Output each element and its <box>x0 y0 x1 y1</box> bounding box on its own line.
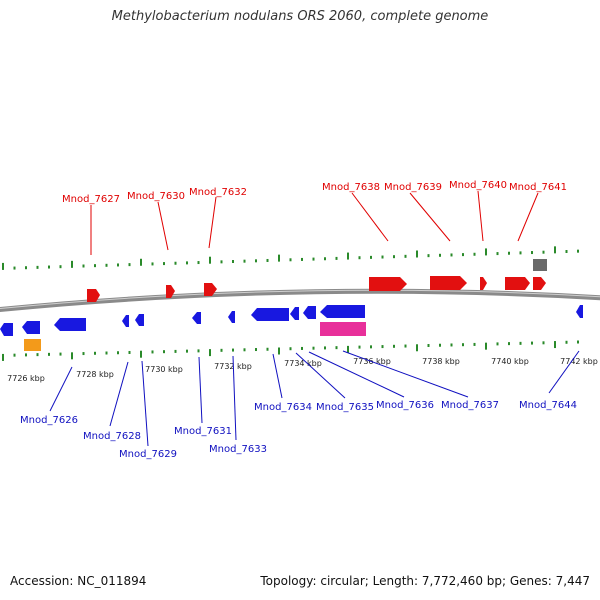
orange-feature[interactable] <box>24 339 41 351</box>
gene-mnod-7629-a[interactable] <box>122 315 129 327</box>
callout-line <box>49 366 73 412</box>
gene-mnod-7630[interactable] <box>166 285 175 298</box>
magenta-feature[interactable] <box>320 322 366 336</box>
callout-line <box>109 361 129 427</box>
gene-mnod-7638[interactable] <box>369 277 407 291</box>
callout-line <box>351 192 389 242</box>
gene-mnod-7644[interactable] <box>576 305 583 318</box>
label-mnod-7640[interactable]: Mnod_7640 <box>449 180 507 191</box>
accession-text: Accession: NC_011894 <box>10 574 147 588</box>
label-mnod-7637[interactable]: Mnod_7637 <box>441 400 499 411</box>
callout-line <box>308 351 405 398</box>
scale-label: 7726 kbp <box>7 374 45 383</box>
forward-label-group: Mnod_7627 Mnod_7630 Mnod_7632 Mnod_7638 … <box>62 180 567 255</box>
gene-mnod-7626-a[interactable] <box>0 323 13 336</box>
label-mnod-7638[interactable]: Mnod_7638 <box>322 182 380 193</box>
callout-line <box>409 192 451 242</box>
label-mnod-7634[interactable]: Mnod_7634 <box>254 402 312 413</box>
gene-mnod-7635[interactable] <box>290 307 299 320</box>
label-mnod-7644[interactable]: Mnod_7644 <box>519 400 577 411</box>
scale-label: 7730 kbp <box>145 365 183 374</box>
callout-line <box>342 350 469 398</box>
scale-label: 7734 kbp <box>284 359 322 368</box>
callout-line <box>548 350 580 394</box>
gene-mnod-7637[interactable] <box>320 305 365 318</box>
label-mnod-7626[interactable]: Mnod_7626 <box>20 415 78 426</box>
label-mnod-7631[interactable]: Mnod_7631 <box>174 426 232 437</box>
gene-mnod-7633[interactable] <box>228 311 235 323</box>
gene-mnod-7640[interactable] <box>480 277 487 290</box>
gene-mnod-7626-b[interactable] <box>22 321 40 334</box>
map-title: Methylobacterium nodulans ORS 2060, comp… <box>111 9 489 24</box>
tick-row-bottom <box>2 340 579 361</box>
forward-genes <box>87 259 547 302</box>
gene-mnod-7631[interactable] <box>192 312 201 324</box>
label-mnod-7630[interactable]: Mnod_7630 <box>127 191 185 202</box>
callout-line <box>272 353 283 399</box>
callout-line <box>295 352 346 399</box>
gene-mnod-7634[interactable] <box>251 308 289 321</box>
scale-labels: 7726 kbp 7728 kbp 7730 kbp 7732 kbp 7734… <box>7 357 598 383</box>
label-mnod-7636[interactable]: Mnod_7636 <box>376 400 434 411</box>
gray-feature[interactable] <box>533 259 547 271</box>
reverse-genes <box>0 305 583 351</box>
gene-mnod-7641-a[interactable] <box>505 277 530 290</box>
label-mnod-7635[interactable]: Mnod_7635 <box>316 402 374 413</box>
scale-label: 7728 kbp <box>76 370 114 379</box>
callout-line <box>157 201 169 251</box>
callout-line <box>141 360 149 447</box>
reverse-label-group: Mnod_7626 Mnod_7628 Mnod_7629 Mnod_7631 … <box>20 350 580 460</box>
tick-row-top <box>2 246 579 270</box>
callout-line <box>198 356 203 424</box>
label-mnod-7639[interactable]: Mnod_7639 <box>384 182 442 193</box>
genome-summary-text: Topology: circular; Length: 7,772,460 bp… <box>260 574 590 588</box>
gene-mnod-7639[interactable] <box>430 276 467 290</box>
label-mnod-7627[interactable]: Mnod_7627 <box>62 194 120 205</box>
gene-mnod-7628[interactable] <box>54 318 86 331</box>
gene-mnod-7632[interactable] <box>204 283 217 296</box>
label-mnod-7629[interactable]: Mnod_7629 <box>119 449 177 460</box>
callout-line <box>477 190 484 242</box>
callout-line <box>232 355 237 441</box>
scale-label: 7740 kbp <box>491 357 529 366</box>
scale-label: 7738 kbp <box>422 357 460 366</box>
label-mnod-7641[interactable]: Mnod_7641 <box>509 182 567 193</box>
genome-backbone-highlight <box>0 289 600 310</box>
scale-label: 7742 kbp <box>560 357 598 366</box>
gene-mnod-7629-b[interactable] <box>135 314 144 326</box>
gene-mnod-7636[interactable] <box>303 306 316 319</box>
gene-mnod-7641-b[interactable] <box>533 277 546 290</box>
callout-line <box>517 192 539 242</box>
genome-backbone <box>0 288 600 313</box>
label-mnod-7632[interactable]: Mnod_7632 <box>189 187 247 198</box>
callout-line <box>208 196 217 249</box>
gene-mnod-7627[interactable] <box>87 289 100 302</box>
label-mnod-7633[interactable]: Mnod_7633 <box>209 444 267 455</box>
label-mnod-7628[interactable]: Mnod_7628 <box>83 431 141 442</box>
